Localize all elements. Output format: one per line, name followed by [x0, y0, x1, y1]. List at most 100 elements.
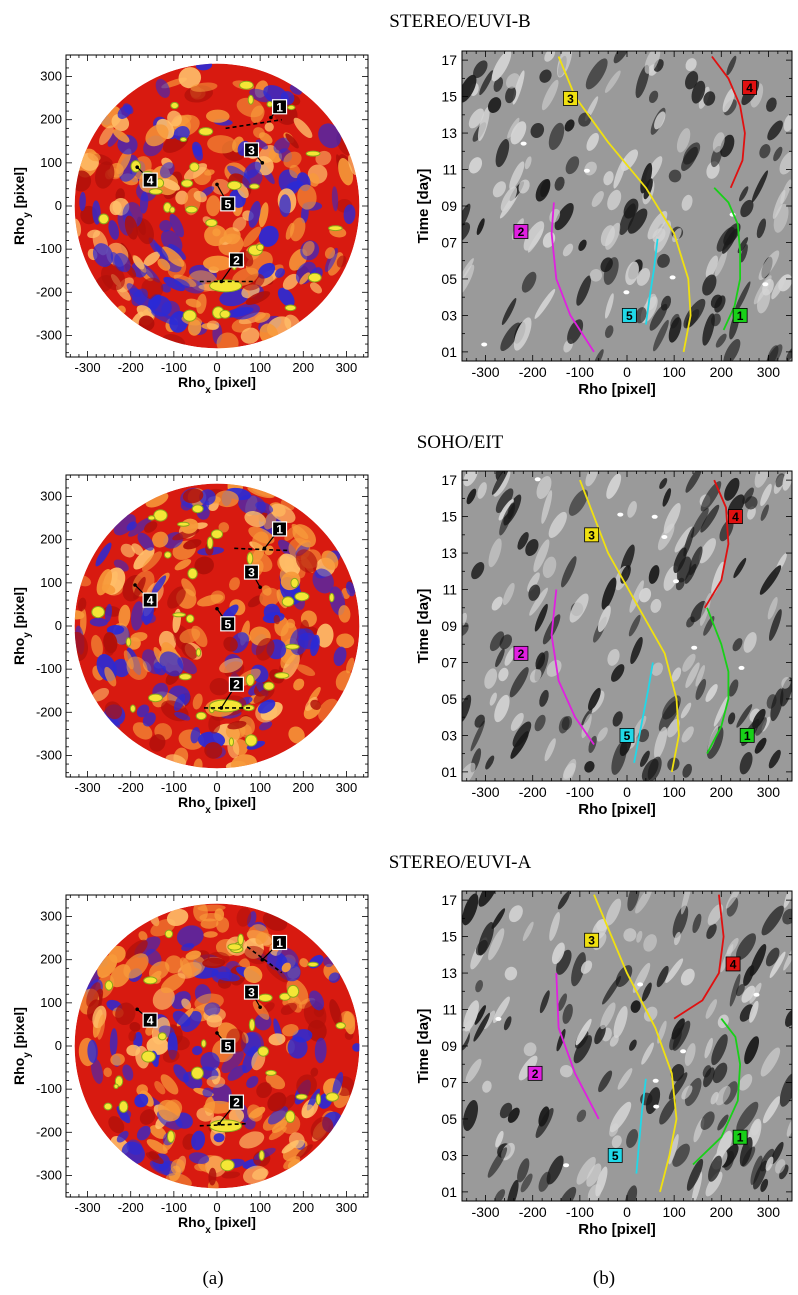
x-tick-label: -300 [472, 364, 500, 380]
x-tick-label: -300 [472, 1204, 500, 1220]
track-3-label: 3 [584, 527, 600, 542]
x-tick-label: 0 [623, 364, 631, 380]
region-marker-3: 3 [243, 984, 262, 1009]
axis-ticks [66, 55, 368, 357]
region-label: 1 [276, 936, 283, 950]
y-tick-label: 09 [441, 1038, 457, 1054]
x-tick-label: 200 [292, 360, 314, 375]
y-tick-label: -100 [36, 661, 62, 676]
x-tick-label: -100 [566, 364, 594, 380]
y-tick-label: -300 [36, 327, 62, 342]
y-tick-label: 03 [441, 1147, 457, 1163]
x-tick-label: -200 [519, 1204, 547, 1220]
x-tick-label: -300 [75, 780, 101, 795]
cut-line [234, 547, 289, 552]
region-marker-4: 4 [133, 583, 158, 608]
x-tick-label: 300 [757, 784, 781, 800]
y-tick-label: 13 [441, 125, 457, 141]
y-tick-label: -300 [36, 747, 62, 762]
track-5-label: 5 [619, 728, 635, 743]
y-tick-label: -200 [36, 1124, 62, 1139]
x-tick-label: 200 [292, 780, 314, 795]
track-1-line [713, 187, 741, 331]
y-tick-label: 11 [442, 162, 457, 178]
track-4-line [704, 479, 730, 609]
region-label: 1 [276, 522, 283, 536]
x-tick-label: 0 [213, 780, 220, 795]
x-tick-label: -300 [472, 784, 500, 800]
x-tick-label: 0 [213, 1200, 220, 1215]
y-tick-label: 03 [441, 727, 457, 743]
cut-line [246, 946, 283, 974]
y-tick-label: 200 [40, 952, 62, 967]
x-tick-label: 100 [662, 364, 686, 380]
cut-line [225, 118, 282, 130]
svg-text:2: 2 [532, 1067, 539, 1081]
x-tick-label: -200 [118, 1200, 144, 1215]
x-axis-label: Rhox [pixel] [178, 374, 256, 396]
svg-text:3: 3 [567, 92, 574, 106]
disk-texture [74, 483, 360, 769]
x-tick-label: -100 [161, 1200, 187, 1215]
y-axis-label: Rhoy [pixel] [11, 587, 33, 665]
panel-title-euvi-b: STEREO/EUVI-B [389, 11, 530, 32]
y-axis-label: Rhoy [pixel] [11, 167, 33, 245]
region-marker-1: 1 [246, 934, 288, 974]
y-tick-label: 300 [40, 69, 62, 84]
track-1-label: 1 [732, 1129, 748, 1145]
region-marker-3: 3 [243, 142, 265, 165]
region-label: 4 [147, 594, 154, 608]
x-tick-label: 0 [623, 784, 631, 800]
region-marker-5: 5 [215, 1031, 236, 1054]
y-tick-label: 03 [441, 307, 457, 323]
region-marker-3: 3 [243, 564, 262, 589]
x-tick-label: -200 [118, 360, 144, 375]
time-distance-panel-1: 1 2 3 4 5 -300 -200 -100 0 100 200 300 01 03 05 07 09 11 1… [415, 50, 793, 398]
x-tick-label: -300 [75, 1200, 101, 1215]
x-tick-label: -100 [566, 1204, 594, 1220]
region-label: 5 [224, 617, 231, 631]
y-tick-label: 0 [55, 198, 62, 213]
y-tick-label: -100 [36, 241, 62, 256]
region-label: 1 [276, 100, 283, 114]
region-marker-5: 5 [215, 182, 236, 212]
y-tick-label: 11 [442, 1002, 457, 1018]
x-tick-label: -200 [519, 364, 547, 380]
x-axis-label: Rho [pixel] [578, 801, 656, 818]
region-marker-1: 1 [225, 99, 288, 130]
x-tick-label: 100 [662, 1204, 686, 1220]
track-5-line [633, 662, 654, 763]
y-axis-label: Rhoy [pixel] [11, 1007, 33, 1085]
region-marker-2: 2 [199, 1094, 248, 1127]
svg-text:4: 4 [746, 81, 753, 95]
track-1-label: 1 [739, 728, 755, 743]
y-tick-label: 300 [40, 909, 62, 924]
disk-map-panel-3: -300 -200 -100 0 100 200 300 -300 -200 -100 0 100 20… [11, 894, 369, 1236]
x-tick-label: 200 [710, 1204, 734, 1220]
time-distance-texture [462, 891, 792, 1201]
plots-layer: -300 -200 -100 0 100 200 300-300-200-100010020… [11, 50, 793, 1238]
track-5-label: 5 [621, 308, 637, 323]
cut-line [199, 1122, 248, 1127]
x-tick-label: 300 [757, 1204, 781, 1220]
track-2-line [555, 973, 600, 1120]
x-axis-label: Rho [pixel] [578, 1221, 656, 1238]
y-tick-label: 07 [441, 234, 457, 250]
y-tick-label: 0 [55, 1038, 62, 1053]
y-tick-label: 200 [40, 532, 62, 547]
svg-text:5: 5 [626, 309, 633, 323]
track-4-label: 4 [728, 509, 743, 524]
track-3-label: 3 [584, 932, 600, 948]
y-tick-label: 15 [441, 929, 457, 945]
region-label: 3 [248, 566, 255, 580]
track-4-label: 4 [742, 80, 757, 95]
y-tick-label: 0 [55, 618, 62, 633]
x-tick-label: 100 [662, 784, 686, 800]
x-tick-label: 100 [249, 780, 271, 795]
x-tick-label: 0 [623, 1204, 631, 1220]
svg-text:4: 4 [732, 510, 739, 524]
region-marker-2: 2 [199, 252, 256, 284]
x-axis-label: Rhox [pixel] [178, 1214, 256, 1236]
y-tick-label: 11 [442, 582, 457, 598]
y-axis-label: Time [day] [415, 169, 432, 244]
